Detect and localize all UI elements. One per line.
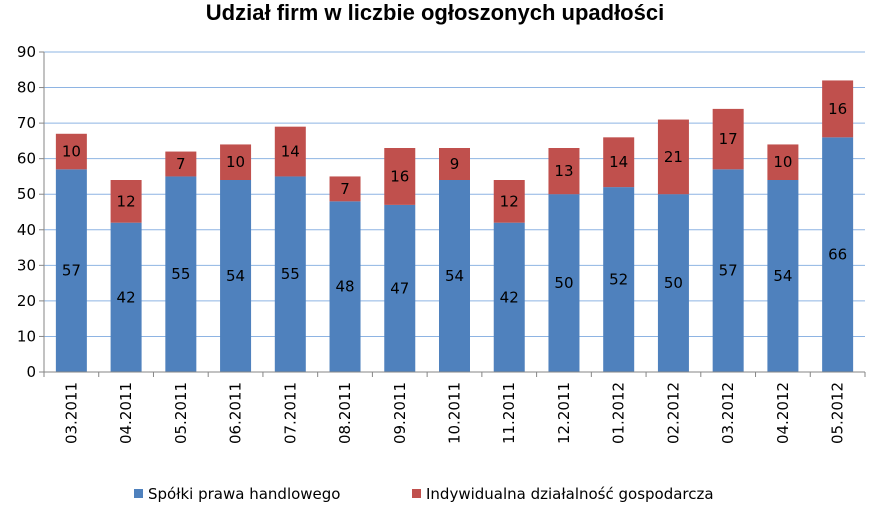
bar-series-1 xyxy=(110,222,142,372)
y-tick-label: 70 xyxy=(17,114,36,132)
data-label: 47 xyxy=(390,279,409,297)
chart-title: Udział firm w liczbie ogłoszonych upadło… xyxy=(206,0,664,25)
x-tick-label: 04.2011 xyxy=(117,382,135,444)
x-tick-label: 09.2011 xyxy=(391,382,409,444)
data-label: 42 xyxy=(117,288,136,306)
data-label: 16 xyxy=(828,100,847,118)
bar-series-1 xyxy=(274,176,306,372)
data-label: 10 xyxy=(773,153,792,171)
y-tick-label: 50 xyxy=(17,185,36,203)
data-label: 13 xyxy=(554,162,573,180)
y-tick-label: 30 xyxy=(17,256,36,274)
data-label: 21 xyxy=(664,148,683,166)
bar-series-1 xyxy=(165,176,197,372)
y-tick-label: 40 xyxy=(17,221,36,239)
data-label: 54 xyxy=(773,267,792,285)
bar-series-2 xyxy=(274,126,306,177)
legend-swatch-series-2 xyxy=(412,489,421,498)
x-tick-label: 03.2011 xyxy=(62,382,80,444)
y-tick-label: 20 xyxy=(17,292,36,310)
bar-series-2 xyxy=(329,176,361,202)
x-tick-label: 08.2011 xyxy=(336,382,354,444)
bar-series-1 xyxy=(767,180,799,372)
data-label: 66 xyxy=(828,246,847,264)
bar-series-1 xyxy=(603,187,635,372)
x-tick-label: 12.2011 xyxy=(555,382,573,444)
legend-label-series-1: Spółki prawa handlowego xyxy=(148,485,340,503)
data-label: 17 xyxy=(719,130,738,148)
x-tick-label: 04.2012 xyxy=(774,382,792,444)
bar-series-2 xyxy=(384,148,416,205)
y-tick-label: 10 xyxy=(17,327,36,345)
y-tick-label: 90 xyxy=(17,43,36,61)
x-tick-label: 03.2012 xyxy=(719,382,737,444)
data-label: 7 xyxy=(176,155,186,173)
x-tick-label: 10.2011 xyxy=(446,382,464,444)
data-label: 10 xyxy=(226,153,245,171)
bar-series-1 xyxy=(439,180,470,372)
data-label: 54 xyxy=(226,267,245,285)
x-tick-label: 07.2011 xyxy=(281,382,299,444)
data-label: 10 xyxy=(62,143,81,161)
bar-series-2 xyxy=(493,180,525,223)
bar-series-2 xyxy=(548,148,580,195)
data-label: 52 xyxy=(609,271,628,289)
x-tick-label: 05.2012 xyxy=(829,382,847,444)
data-label: 16 xyxy=(390,167,409,185)
data-label: 7 xyxy=(340,180,350,198)
data-label: 12 xyxy=(117,192,136,210)
data-label: 14 xyxy=(281,143,300,161)
bar-series-1 xyxy=(220,180,252,372)
y-tick-label: 80 xyxy=(17,79,36,97)
bar-series-2 xyxy=(439,148,470,180)
data-label: 50 xyxy=(664,274,683,292)
legend: Spółki prawa handlowego Indywidualna dzi… xyxy=(134,485,714,503)
bar-series-1 xyxy=(55,169,87,372)
data-label: 54 xyxy=(445,267,464,285)
y-tick-label: 0 xyxy=(26,363,36,381)
data-label: 50 xyxy=(554,274,573,292)
x-tick-label: 05.2011 xyxy=(172,382,190,444)
bar-series-1 xyxy=(657,194,689,372)
y-tick-label: 60 xyxy=(17,150,36,168)
bars: 57 10 42 12 55 7 54 10 55 14 48 7 47 16 54 9 42 12 50 13 52 1… xyxy=(55,80,854,372)
x-tick-label: 11.2011 xyxy=(500,382,518,444)
data-label: 57 xyxy=(62,262,81,280)
data-label: 57 xyxy=(719,262,738,280)
data-label: 48 xyxy=(335,278,354,296)
bar-series-2 xyxy=(767,144,799,180)
bar-series-2 xyxy=(603,137,635,188)
data-label: 42 xyxy=(500,288,519,306)
data-label: 9 xyxy=(450,155,460,173)
axes xyxy=(39,51,866,377)
bar-series-1 xyxy=(329,201,361,372)
bar-series-2 xyxy=(110,180,142,223)
x-tick-label: 01.2012 xyxy=(610,382,628,444)
data-label: 55 xyxy=(171,265,190,283)
legend-label-series-2: Indywidualna działalność gospodarcza xyxy=(426,485,714,503)
bar-series-2 xyxy=(55,133,87,170)
data-label: 12 xyxy=(500,192,519,210)
bar-series-2 xyxy=(822,80,854,138)
y-axis-ticks: 0 10 20 30 40 50 60 70 80 90 xyxy=(17,43,36,381)
data-label: 14 xyxy=(609,153,628,171)
bar-series-1 xyxy=(493,222,525,372)
bar-series-2 xyxy=(165,151,197,177)
legend-swatch-series-1 xyxy=(134,489,143,498)
x-tick-label: 02.2012 xyxy=(664,382,682,444)
bar-series-1 xyxy=(822,137,854,372)
bar-series-2 xyxy=(220,144,252,180)
bar-series-1 xyxy=(548,194,580,372)
bar-series-2 xyxy=(712,108,744,170)
bar-series-1 xyxy=(384,204,416,372)
x-tick-label: 06.2011 xyxy=(227,382,245,444)
bar-series-2 xyxy=(657,119,689,195)
bar-series-1 xyxy=(712,169,744,372)
data-label: 55 xyxy=(281,265,300,283)
x-axis-ticks: 03.2011 04.2011 05.2011 06.2011 07.2011 08.20… xyxy=(62,382,846,444)
